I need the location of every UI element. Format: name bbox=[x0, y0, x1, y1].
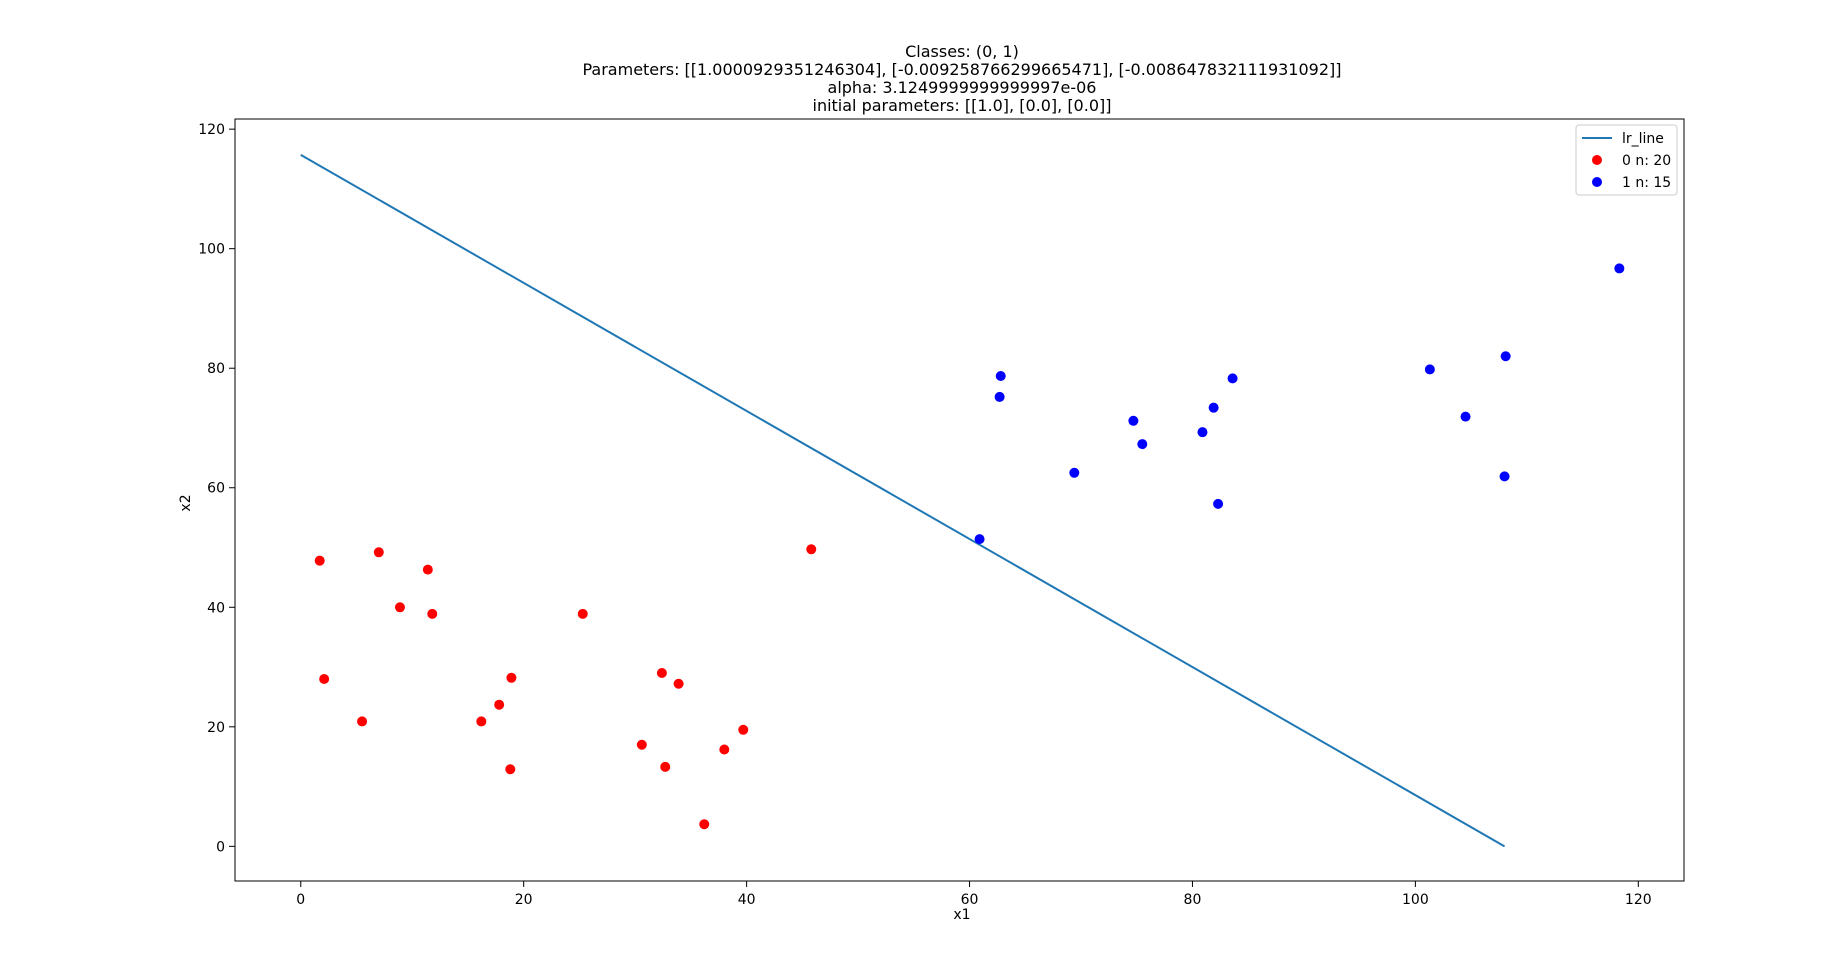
y-tick-label: 60 bbox=[207, 481, 225, 497]
class-1-point-12 bbox=[1500, 351, 1511, 362]
chart-title: Classes: (0, 1) Parameters: [[1.00009293… bbox=[582, 42, 1341, 115]
legend-marker-1 bbox=[1592, 177, 1602, 187]
y-tick-label: 100 bbox=[198, 242, 225, 258]
legend-label-1: 1 n: 15 bbox=[1622, 175, 1671, 191]
class-0-point-1 bbox=[373, 547, 384, 558]
x-tick-label: 40 bbox=[738, 892, 756, 908]
x-tick-label: 60 bbox=[961, 892, 979, 908]
class-0-point-5 bbox=[319, 673, 330, 684]
class-0-point-3 bbox=[394, 602, 405, 613]
lr-line bbox=[300, 153, 1506, 848]
class-1-point-6 bbox=[1197, 427, 1208, 438]
class-1-point-14 bbox=[1614, 263, 1625, 274]
x-axis-label: x1 bbox=[953, 907, 970, 923]
class-0-point-13 bbox=[673, 678, 684, 689]
plot-frame bbox=[234, 118, 1685, 882]
class-0-point-9 bbox=[476, 716, 487, 727]
legend-label-0: 0 n: 20 bbox=[1622, 153, 1671, 169]
class-0-point-8 bbox=[494, 699, 505, 710]
legend: lr_line 0 n: 20 1 n: 15 bbox=[1575, 124, 1678, 196]
y-axis-ticks: 0 20 40 60 80 100 120 bbox=[198, 122, 235, 855]
class-0-point-10 bbox=[505, 764, 516, 775]
class-0-point-17 bbox=[738, 724, 749, 735]
class-1-point-9 bbox=[1227, 373, 1238, 384]
x-tick-label: 80 bbox=[1184, 892, 1202, 908]
class-0-point-16 bbox=[719, 744, 730, 755]
y-tick-label: 120 bbox=[198, 122, 225, 138]
class-0-point-14 bbox=[636, 739, 647, 750]
y-tick-label: 20 bbox=[207, 720, 225, 736]
class-1-point-7 bbox=[1208, 402, 1219, 413]
chart-title-line-2: Parameters: [[1.0000929351246304], [-0.0… bbox=[582, 60, 1341, 79]
class-1-point-8 bbox=[1213, 498, 1224, 509]
class-1-point-0 bbox=[974, 534, 985, 545]
class-0-point-12 bbox=[656, 668, 667, 679]
x-axis-ticks: 0 20 40 60 80 100 120 bbox=[296, 881, 1652, 908]
class-0-point-4 bbox=[427, 608, 438, 619]
class-1-point-10 bbox=[1424, 364, 1435, 375]
x-tick-label: 100 bbox=[1402, 892, 1429, 908]
x-tick-label: 0 bbox=[296, 892, 305, 908]
class-0-point-19 bbox=[806, 544, 817, 555]
class-0-point-18 bbox=[699, 819, 710, 830]
legend-box bbox=[1575, 124, 1678, 196]
chart-title-line-1: Classes: (0, 1) bbox=[905, 42, 1019, 61]
y-tick-label: 80 bbox=[207, 361, 225, 377]
class-0-point-6 bbox=[357, 716, 368, 727]
class-1-point-1 bbox=[995, 370, 1006, 381]
class-1-point-4 bbox=[1128, 415, 1139, 426]
y-tick-label: 0 bbox=[216, 839, 225, 855]
class-0-point-7 bbox=[506, 672, 517, 683]
x-tick-label: 20 bbox=[515, 892, 533, 908]
y-tick-label: 40 bbox=[207, 600, 225, 616]
chart-title-line-4: initial parameters: [[1.0], [0.0], [0.0]… bbox=[813, 96, 1112, 115]
class-0-point-11 bbox=[577, 608, 588, 619]
class-1-point-5 bbox=[1137, 439, 1148, 450]
plot-area bbox=[300, 153, 1625, 848]
class-0-point-0 bbox=[314, 555, 325, 566]
legend-label-lr-line: lr_line bbox=[1622, 131, 1664, 147]
class-1-point-2 bbox=[994, 391, 1005, 402]
x-tick-label: 120 bbox=[1625, 892, 1652, 908]
class-0-point-2 bbox=[422, 564, 433, 575]
class-0-point-15 bbox=[660, 761, 671, 772]
class-1-point-3 bbox=[1069, 467, 1080, 478]
class-1-point-13 bbox=[1499, 471, 1510, 482]
y-axis-label: x2 bbox=[178, 494, 194, 511]
class-1-point-11 bbox=[1460, 411, 1471, 422]
legend-marker-0 bbox=[1592, 155, 1602, 165]
chart-title-line-3: alpha: 3.1249999999999997e-06 bbox=[828, 78, 1097, 97]
